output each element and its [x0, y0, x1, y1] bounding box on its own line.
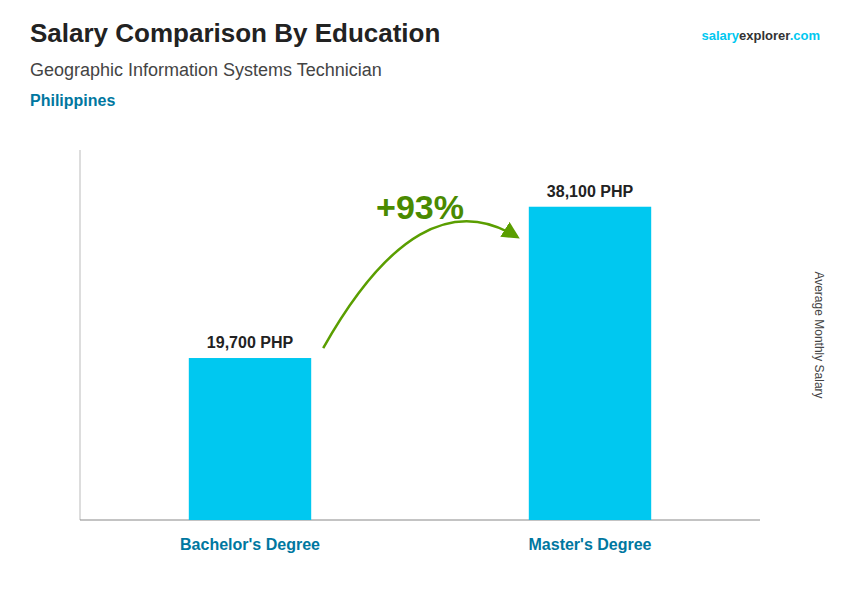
- chart: Salary Comparison By Education Geographic…: [0, 0, 850, 606]
- y-axis-line: [80, 150, 81, 520]
- country: Philippines: [30, 92, 115, 109]
- watermark: salaryexplorer.com: [701, 28, 820, 43]
- data-label: 38,100 PHP: [547, 183, 634, 200]
- title: Salary Comparison By Education: [30, 18, 440, 48]
- y-label: Average Monthly Salary: [812, 271, 826, 398]
- bar: [529, 207, 651, 520]
- watermark-part: .com: [790, 28, 820, 43]
- change-arrow: [323, 221, 517, 348]
- bars: [189, 207, 651, 520]
- watermark-part: salary: [701, 28, 739, 43]
- pct-change: +93%: [376, 188, 464, 226]
- category-label: Master's Degree: [529, 536, 652, 553]
- data-label: 19,700 PHP: [207, 334, 294, 351]
- category-label: Bachelor's Degree: [180, 536, 320, 553]
- bar: [189, 358, 311, 520]
- watermark-part: explorer: [739, 28, 790, 43]
- subtitle: Geographic Information Systems Technicia…: [30, 60, 382, 80]
- x-axis-line: [80, 520, 760, 521]
